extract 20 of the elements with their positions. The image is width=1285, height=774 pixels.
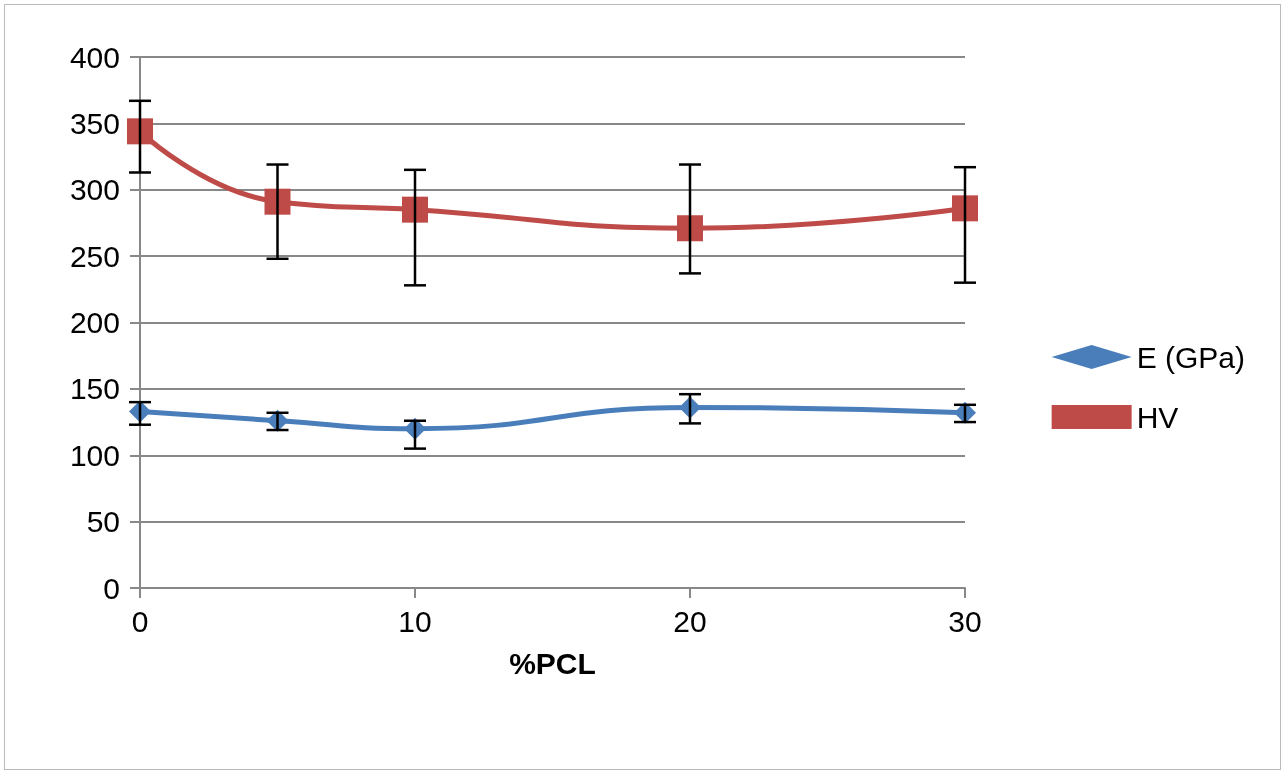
y-tick-label: 350 (69, 106, 120, 140)
point (127, 118, 153, 145)
x-tick-label: 10 (398, 604, 432, 638)
y-tick-label: 200 (69, 306, 120, 339)
x-axis-title: %PCL (509, 646, 596, 680)
legend-label: HV (1136, 400, 1179, 434)
y-tick-label: 0 (103, 571, 120, 605)
x-tick-label: 0 (131, 604, 149, 638)
point (402, 196, 428, 223)
x-tick-label: 30 (948, 604, 982, 638)
y-tick-label: 150 (69, 372, 120, 406)
y-tick-label: 50 (86, 505, 120, 539)
point (677, 215, 703, 242)
x-tick-label: 20 (673, 604, 707, 638)
point (952, 195, 978, 222)
y-tick-label: 300 (69, 173, 120, 207)
y-tick-label: 400 (69, 40, 120, 74)
legend-label: E (GPa) (1136, 340, 1245, 374)
y-tick-label: 100 (69, 438, 120, 472)
y-tick-label: 250 (69, 239, 120, 273)
